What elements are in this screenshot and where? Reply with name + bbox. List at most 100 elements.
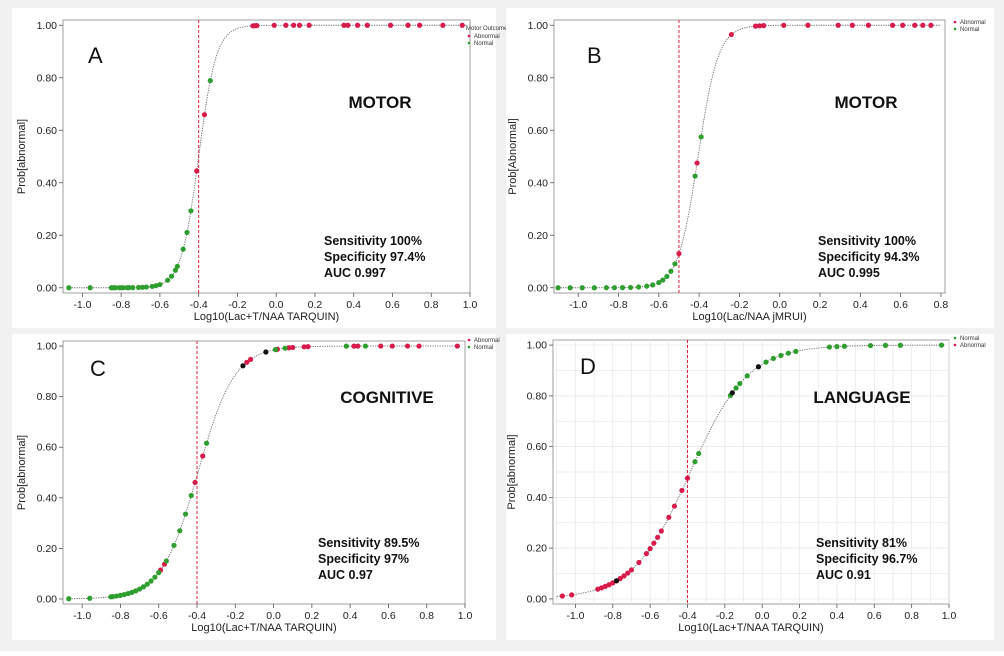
panel-d-point-normal [841, 343, 847, 349]
panel-a-title: MOTOR [349, 93, 412, 112]
panel-c-point-abnormal [200, 453, 206, 459]
panel-c-stat: AUC 0.97 [318, 568, 373, 582]
panel-c-point-normal [87, 595, 93, 601]
panel-b-point-abnormal [761, 23, 767, 29]
panel-a-xtick-label: 1.0 [463, 299, 478, 311]
panel-d-legend-marker [953, 336, 957, 340]
panel-a-xtick-label: 0.8 [424, 299, 439, 311]
panel-d-point-normal [834, 344, 840, 350]
panel-b-point-normal [555, 285, 561, 291]
panel-d-ytick-label: 0.40 [527, 492, 548, 504]
panel-c-xtick-label: -0.2 [226, 610, 244, 622]
panel-c-point-normal [148, 578, 154, 584]
panel-d-point-normal [744, 373, 750, 379]
panel-b-point-normal [644, 283, 650, 289]
panel-d-title: LANGUAGE [813, 388, 910, 407]
panel-c-xtick-label: -0.4 [188, 610, 206, 622]
panel-b-ytick-label: 0.20 [528, 230, 549, 242]
panel-c-point-normal [188, 492, 194, 499]
panel-b-point-normal [692, 173, 698, 179]
panel-c-legend-label: Abnormal [474, 338, 500, 344]
panel-a-xtick-label: -0.6 [151, 299, 169, 311]
panel-b: -1.0 -0.8 -0.6 -0.4 -0.2 0.0 0.2 0.4 0.6 0.8 0.00 0… [506, 8, 994, 328]
panel-c-point-other [263, 349, 269, 355]
panel-a-point-abnormal [296, 22, 303, 28]
panel-d-point-normal [826, 344, 833, 350]
panel-d-point-abnormal [655, 534, 661, 540]
panel-b-xtick-label: 0.4 [853, 299, 868, 311]
panel-a-ytick-label: 0.60 [37, 125, 58, 137]
panel-c-series-normal [66, 343, 369, 602]
panel-b-point-abnormal [756, 23, 763, 29]
panel-d-point-normal [867, 342, 874, 349]
panel-d-point-abnormal [666, 514, 672, 520]
panel-a-xtick-label: 0.4 [346, 299, 361, 311]
panel-c-point-normal [140, 584, 146, 590]
panel-d-point-normal [770, 355, 777, 362]
panel-c-point-other [240, 363, 246, 369]
panel-c-point-abnormal [351, 343, 357, 349]
panel-a-point-normal [157, 281, 163, 288]
panel-a-point-abnormal [341, 22, 347, 28]
panel-c-xtick-label: -1.0 [73, 610, 91, 622]
panel-d-series-normal [692, 342, 945, 465]
panel-d-legend-label: Abnormal [960, 343, 986, 349]
panel-b-point-normal [627, 284, 634, 291]
panel-a-point-normal [87, 285, 93, 291]
panel-d-xtick-label: 0.8 [904, 610, 919, 622]
panel-d-point-abnormal [643, 551, 649, 557]
panel-d-xtick-label: -0.4 [678, 610, 696, 622]
panel-d-point-normal [785, 350, 791, 356]
panel-d-xtick-label: 0.0 [755, 610, 770, 622]
panel-a-point-normal [207, 77, 213, 84]
panel-a-point-abnormal [364, 22, 370, 28]
panel-c-xtick-label: 0.2 [305, 610, 320, 622]
panel-c-xtick-label: 1.0 [458, 610, 473, 622]
panel-d-legend-label: Normal [960, 336, 979, 342]
panel-a-point-normal [168, 273, 175, 279]
panel-d-point-abnormal [621, 573, 627, 579]
panel-b-fit-curve [558, 24, 941, 289]
panel-c-legend-marker [467, 338, 471, 342]
panel-a-point-abnormal [201, 112, 208, 118]
panel-d-point-abnormal [647, 546, 653, 552]
panel-d-point-normal [882, 342, 889, 348]
panel-a-point-abnormal [417, 22, 423, 28]
panel-c-point-abnormal [301, 344, 307, 350]
panel-c-title: COGNITIVE [340, 388, 434, 407]
panel-b-legend-marker [953, 27, 957, 31]
panel-d-letter: D [580, 354, 596, 379]
panel-a-point-abnormal [306, 22, 312, 28]
panel-d-point-normal [793, 348, 799, 354]
panel-d-point-normal [938, 342, 945, 348]
panel-a-series-normal [66, 77, 213, 291]
panel-d-ylabel: Prob[abnormal] [506, 434, 518, 509]
panel-a-point-abnormal [194, 168, 200, 174]
panel-c-ytick-label: 0.00 [37, 593, 58, 605]
panel-c-xlabel: Log10(Lac+T/NAA TARQUIN) [191, 622, 336, 634]
panel-b-point-normal [668, 268, 674, 274]
panel-c-xtick-label: -0.6 [150, 610, 168, 622]
panel-b-xtick-label: -0.8 [609, 299, 627, 311]
panel-c-legend-label: Normal [474, 345, 493, 351]
panel-d: -1.0 -0.8 -0.6 -0.4 -0.2 0.0 0.2 0.4 0.6 0.8 1.0 0.… [506, 334, 994, 640]
panel-c-point-normal [110, 594, 116, 600]
panel-a-ylabel: Prob[abnormal] [16, 119, 28, 194]
panel-c-xtick-label: -0.8 [111, 610, 129, 622]
panel-d-grid [553, 340, 950, 604]
panel-c-ytick-label: 0.60 [37, 442, 58, 454]
panel-b-point-abnormal [928, 22, 934, 28]
panel-a-point-abnormal [283, 22, 289, 28]
panel-b-point-abnormal [889, 22, 896, 28]
panel-d-stat: AUC 0.91 [816, 568, 871, 582]
panel-c-point-abnormal [404, 343, 411, 349]
panel-c-point-normal [177, 528, 183, 534]
panel-b-ytick-label: 0.60 [528, 125, 549, 137]
panel-b-xtick-label: -0.4 [690, 299, 708, 311]
panel-b-ytick-label: 0.40 [528, 177, 549, 189]
panel-c-xtick-label: 0.8 [419, 610, 434, 622]
panel-c-ytick-label: 0.40 [37, 492, 58, 504]
panel-a: -1.0 -0.8 -0.6 -0.4 -0.2 0.0 0.2 0.4 0.6 0.8 1.0 0.… [12, 8, 508, 328]
